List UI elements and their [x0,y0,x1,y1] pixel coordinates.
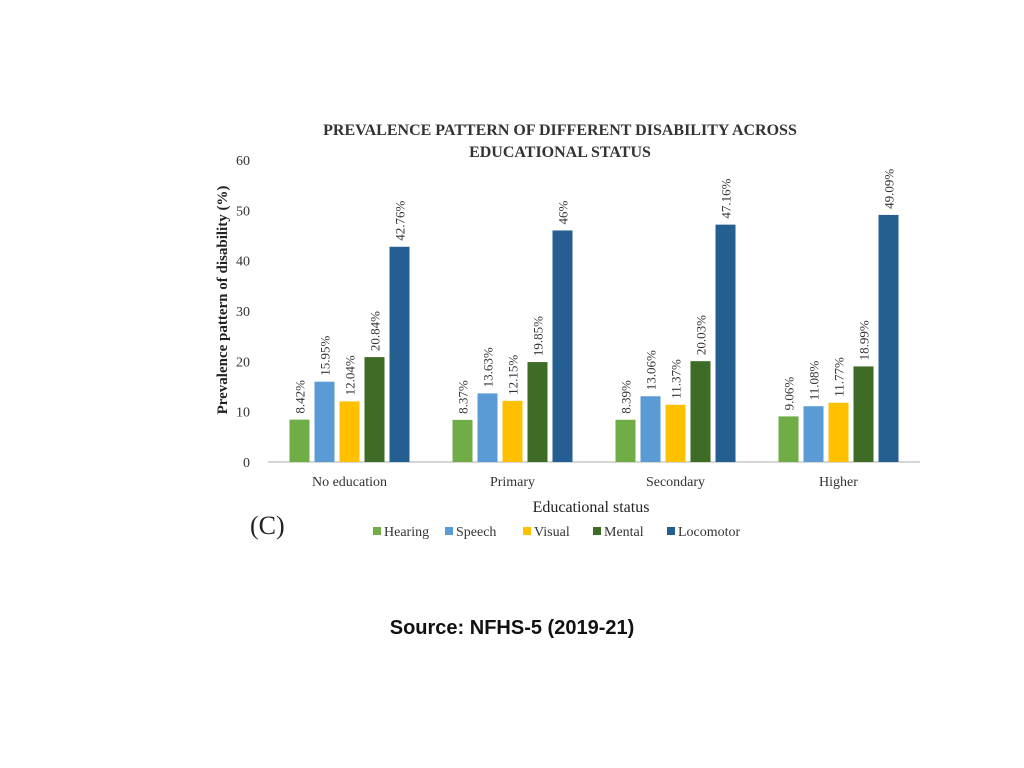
y-tick-label: 60 [236,154,250,169]
bar-hearing [452,419,473,462]
bar-mental [527,362,548,462]
bar-locomotor [389,246,410,462]
y-tick-label: 30 [236,305,250,320]
x-tick-label: No education [312,475,387,490]
y-tick-label: 50 [236,204,250,219]
data-label: 13.63% [481,347,496,387]
data-label: 8.42% [293,380,308,414]
source-caption: Source: NFHS-5 (2019-21) [389,617,635,639]
bars [289,214,899,462]
data-label: 19.85% [531,316,546,356]
data-label: 11.77% [832,357,847,397]
data-label: 13.06% [644,350,659,390]
data-label: 12.04% [343,355,358,395]
bar-locomotor [878,214,899,462]
data-label: 12.15% [506,355,521,395]
bar-locomotor [715,224,736,462]
y-tick-label: 20 [236,355,250,370]
data-label: 20.84% [368,311,383,351]
data-label: 42.76% [393,201,408,241]
x-axis-title: Educational status [533,499,650,516]
legend: Hearing Speech Visual Mental Locomotor [373,525,741,540]
legend-item-speech: Speech [445,525,496,540]
bar-visual [502,400,523,462]
x-tick-label: Higher [819,475,858,490]
data-label: 46% [556,200,571,224]
data-label: 8.37% [456,380,471,414]
legend-swatch [667,527,675,535]
legend-item-visual: Visual [523,525,570,540]
chart-title-line-2: EDUCATIONAL STATUS [469,144,651,161]
data-label: 11.37% [669,359,684,399]
data-label: 15.95% [318,335,333,375]
legend-label: Mental [604,525,644,540]
x-tick-label: Secondary [646,475,705,490]
legend-swatch [445,527,453,535]
data-label: 49.09% [882,169,897,209]
legend-label: Locomotor [678,525,741,540]
bar-mental [364,357,385,462]
bar-speech [314,381,335,462]
data-label: 47.16% [719,178,734,218]
chart-title-line-1: PREVALENCE PATTERN OF DIFFERENT DISABILI… [323,122,797,139]
legend-swatch [373,527,381,535]
bar-mental [690,361,711,462]
data-label: 9.06% [782,377,797,411]
y-tick-label: 0 [243,456,250,471]
data-label: 11.08% [807,360,822,400]
y-axis-title: Prevalence pattern of disability (%) [215,186,231,415]
bar-speech [640,396,661,462]
bar-speech [477,393,498,462]
panel-label: (C) [250,511,285,540]
data-label: 20.03% [694,315,709,355]
bar-visual [665,404,686,462]
bar-locomotor [552,230,573,462]
bar-hearing [289,419,310,462]
y-tick-label: 40 [236,255,250,270]
y-axis-ticks: 0 10 20 30 40 50 60 [236,154,250,471]
legend-label: Speech [456,525,496,540]
legend-item-locomotor: Locomotor [667,525,741,540]
y-tick-label: 10 [236,406,250,421]
x-tick-label: Primary [490,475,535,490]
bar-hearing [778,416,799,462]
legend-item-mental: Mental [593,525,644,540]
legend-label: Hearing [384,525,429,540]
x-axis-ticks: No education Primary Secondary Higher [312,475,858,490]
data-label: 8.39% [619,380,634,414]
data-label: 18.99% [857,320,872,360]
bar-speech [803,406,824,462]
bar-visual [828,402,849,462]
legend-swatch [523,527,531,535]
legend-swatch [593,527,601,535]
bar-mental [853,366,874,462]
bar-visual [339,401,360,462]
legend-label: Visual [534,525,570,540]
data-labels: 8.42% 15.95% 12.04% 20.84% 42.76% 8.37% 13.63%… [293,169,897,414]
legend-item-hearing: Hearing [373,525,429,540]
bar-hearing [615,419,636,462]
